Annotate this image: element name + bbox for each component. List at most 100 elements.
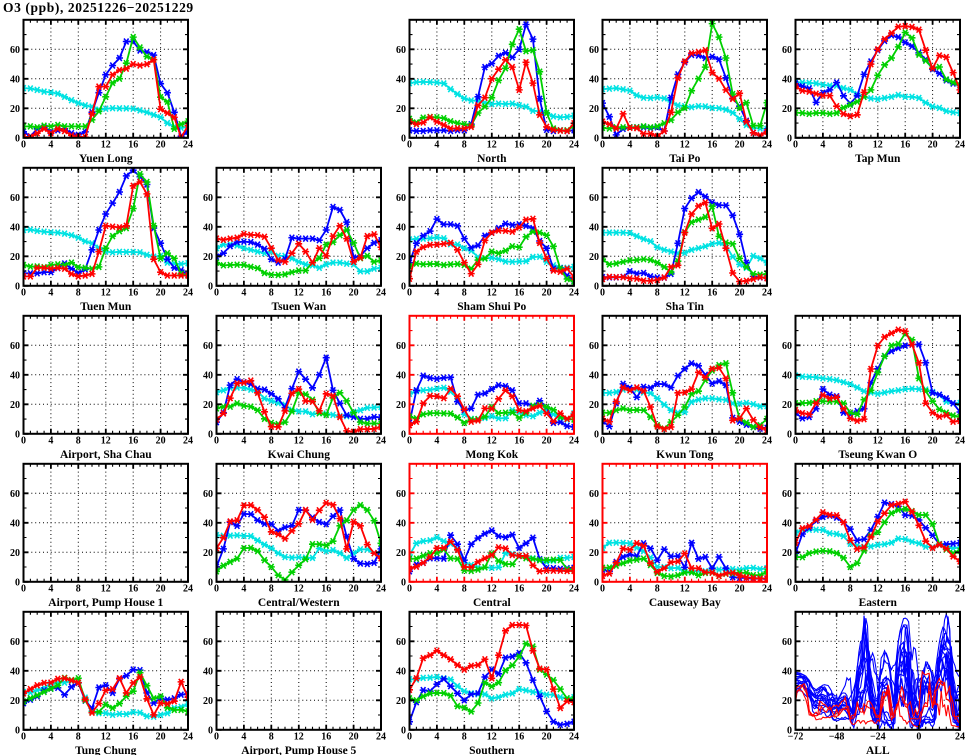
svg-text:0: 0 [793, 435, 798, 446]
svg-text:−48: −48 [829, 731, 845, 742]
svg-text:0: 0 [401, 281, 406, 292]
svg-text:40: 40 [10, 666, 20, 677]
svg-text:12: 12 [294, 583, 304, 594]
svg-text:60: 60 [589, 193, 599, 204]
svg-text:60: 60 [203, 193, 213, 204]
svg-text:20: 20 [10, 252, 20, 263]
svg-text:20: 20 [782, 400, 792, 411]
svg-text:8: 8 [76, 139, 81, 150]
svg-text:20: 20 [203, 400, 213, 411]
svg-text:0: 0 [787, 577, 792, 588]
svg-text:0: 0 [916, 731, 921, 742]
svg-text:8: 8 [269, 731, 274, 742]
svg-text:12: 12 [487, 435, 497, 446]
svg-text:60: 60 [589, 341, 599, 352]
svg-text:16: 16 [707, 583, 717, 594]
svg-text:20: 20 [156, 731, 166, 742]
svg-text:20: 20 [782, 696, 792, 707]
svg-text:60: 60 [10, 45, 20, 56]
svg-text:16: 16 [707, 287, 717, 298]
svg-text:0: 0 [214, 583, 219, 594]
svg-text:60: 60 [10, 637, 20, 648]
svg-text:Airport, Sha Chau: Airport, Sha Chau [60, 449, 152, 461]
svg-text:4: 4 [434, 731, 439, 742]
svg-text:20: 20 [928, 583, 938, 594]
svg-text:40: 40 [396, 518, 406, 529]
svg-text:16: 16 [321, 435, 331, 446]
svg-text:12: 12 [101, 435, 111, 446]
svg-text:8: 8 [76, 583, 81, 594]
svg-text:20: 20 [203, 548, 213, 559]
svg-text:20: 20 [735, 287, 745, 298]
svg-text:20: 20 [542, 139, 552, 150]
svg-text:40: 40 [10, 222, 20, 233]
svg-text:4: 4 [241, 731, 246, 742]
svg-text:0: 0 [401, 577, 406, 588]
svg-text:4: 4 [241, 435, 246, 446]
svg-text:16: 16 [128, 287, 138, 298]
svg-text:4: 4 [434, 139, 439, 150]
svg-text:16: 16 [900, 435, 910, 446]
svg-text:16: 16 [128, 731, 138, 742]
svg-text:24: 24 [955, 139, 965, 150]
svg-text:20: 20 [542, 435, 552, 446]
svg-text:0: 0 [15, 281, 20, 292]
svg-text:20: 20 [589, 548, 599, 559]
svg-text:60: 60 [203, 637, 213, 648]
svg-text:0: 0 [21, 583, 26, 594]
svg-text:16: 16 [900, 583, 910, 594]
svg-text:40: 40 [589, 518, 599, 529]
svg-text:12: 12 [487, 731, 497, 742]
svg-text:20: 20 [589, 400, 599, 411]
svg-text:60: 60 [589, 489, 599, 500]
svg-text:12: 12 [873, 583, 883, 594]
svg-text:12: 12 [487, 287, 497, 298]
svg-text:8: 8 [462, 139, 467, 150]
svg-text:8: 8 [76, 287, 81, 298]
svg-text:4: 4 [241, 287, 246, 298]
svg-text:4: 4 [627, 435, 632, 446]
svg-text:0: 0 [208, 429, 213, 440]
svg-text:0: 0 [21, 139, 26, 150]
svg-text:24: 24 [569, 583, 579, 594]
svg-text:40: 40 [782, 518, 792, 529]
svg-text:12: 12 [487, 583, 497, 594]
svg-text:40: 40 [203, 222, 213, 233]
svg-text:20: 20 [928, 139, 938, 150]
svg-text:0: 0 [600, 435, 605, 446]
svg-text:0: 0 [214, 731, 219, 742]
svg-text:16: 16 [321, 287, 331, 298]
svg-text:24: 24 [569, 287, 579, 298]
svg-text:12: 12 [294, 435, 304, 446]
svg-text:4: 4 [241, 583, 246, 594]
svg-text:24: 24 [762, 287, 772, 298]
svg-text:12: 12 [680, 287, 690, 298]
svg-text:12: 12 [101, 287, 111, 298]
svg-text:16: 16 [707, 139, 717, 150]
svg-text:Causeway Bay: Causeway Bay [649, 597, 721, 609]
svg-text:20: 20 [735, 435, 745, 446]
svg-text:0: 0 [407, 287, 412, 298]
svg-text:12: 12 [101, 731, 111, 742]
svg-text:0: 0 [600, 287, 605, 298]
svg-text:24: 24 [762, 435, 772, 446]
svg-text:8: 8 [655, 287, 660, 298]
svg-text:8: 8 [655, 139, 660, 150]
svg-text:60: 60 [782, 489, 792, 500]
svg-text:Eastern: Eastern [859, 597, 898, 609]
svg-text:40: 40 [782, 74, 792, 85]
svg-text:20: 20 [156, 287, 166, 298]
svg-text:0: 0 [594, 133, 599, 144]
svg-text:20: 20 [10, 104, 20, 115]
svg-text:24: 24 [183, 583, 193, 594]
svg-text:8: 8 [848, 435, 853, 446]
svg-text:40: 40 [589, 74, 599, 85]
svg-text:0: 0 [15, 429, 20, 440]
svg-text:40: 40 [589, 222, 599, 233]
svg-text:40: 40 [396, 74, 406, 85]
svg-text:0: 0 [208, 725, 213, 736]
svg-text:20: 20 [396, 104, 406, 115]
svg-text:0: 0 [401, 133, 406, 144]
svg-text:8: 8 [269, 435, 274, 446]
svg-text:24: 24 [376, 287, 386, 298]
